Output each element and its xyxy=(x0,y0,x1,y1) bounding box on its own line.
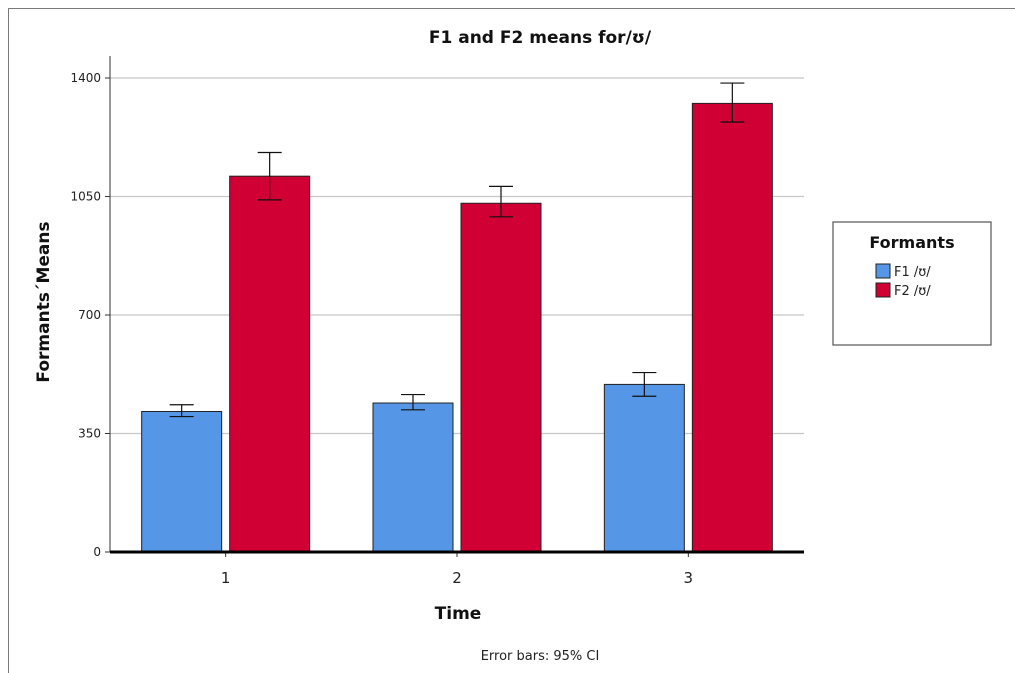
legend-box xyxy=(832,221,992,346)
error-bar xyxy=(720,82,745,123)
chart-title: F1 and F2 means for/ʊ/ xyxy=(429,28,652,48)
bars xyxy=(141,102,773,553)
x-axis: 1 2 3 xyxy=(110,550,804,587)
x-axis-label: Time xyxy=(435,604,482,624)
y-tick-label: 0 xyxy=(93,545,101,559)
error-bar xyxy=(169,404,194,418)
y-axis: 0 350 700 1050 1400 xyxy=(70,56,111,559)
x-tick-label: 3 xyxy=(684,569,694,587)
footnote: Error bars: 95% CI xyxy=(481,649,600,664)
bar-f2-time-2 xyxy=(460,202,542,553)
error-bars xyxy=(169,82,745,418)
legend-label-f2: F2 /ʊ/ xyxy=(894,284,931,299)
error-bar xyxy=(401,393,425,411)
gridlines xyxy=(110,77,804,435)
legend-swatch-f2 xyxy=(875,282,891,298)
legend-label-f1: F1 /ʊ/ xyxy=(894,265,931,280)
error-bar xyxy=(632,371,657,397)
y-tick-label: 1050 xyxy=(70,190,101,204)
legend: Formants F1 /ʊ/F2 /ʊ/ xyxy=(832,221,992,346)
bar-f2-time-1 xyxy=(229,175,311,553)
x-tick-label: 1 xyxy=(221,569,231,587)
error-bar xyxy=(489,185,513,218)
legend-items: F1 /ʊ/F2 /ʊ/ xyxy=(875,263,931,299)
chart-frame xyxy=(8,8,1015,673)
bar-f1-time-1 xyxy=(141,410,223,553)
legend-swatch-f1 xyxy=(875,263,891,279)
y-tick-label: 700 xyxy=(78,308,101,322)
bar-f2-time-3 xyxy=(691,102,773,553)
y-axis-label: Formants´Means xyxy=(34,221,54,382)
error-bar xyxy=(257,151,282,201)
y-tick-label: 350 xyxy=(78,427,101,441)
y-tick-label: 1400 xyxy=(70,71,101,85)
x-tick-label: 2 xyxy=(452,569,462,587)
bar-f1-time-3 xyxy=(603,383,685,553)
bar-f1-time-2 xyxy=(372,402,454,553)
legend-title: Formants xyxy=(869,233,954,252)
